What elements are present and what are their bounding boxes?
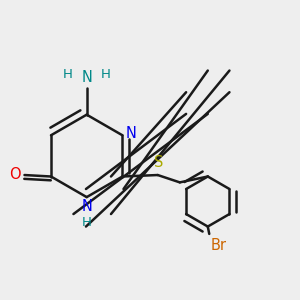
- Text: N: N: [126, 126, 137, 141]
- Text: H: H: [82, 216, 92, 229]
- Text: N: N: [81, 199, 92, 214]
- Text: Br: Br: [211, 238, 227, 253]
- Text: O: O: [9, 167, 21, 182]
- Text: N: N: [81, 70, 92, 85]
- Text: H: H: [63, 68, 73, 81]
- Text: S: S: [154, 155, 163, 170]
- Text: H: H: [101, 68, 111, 81]
